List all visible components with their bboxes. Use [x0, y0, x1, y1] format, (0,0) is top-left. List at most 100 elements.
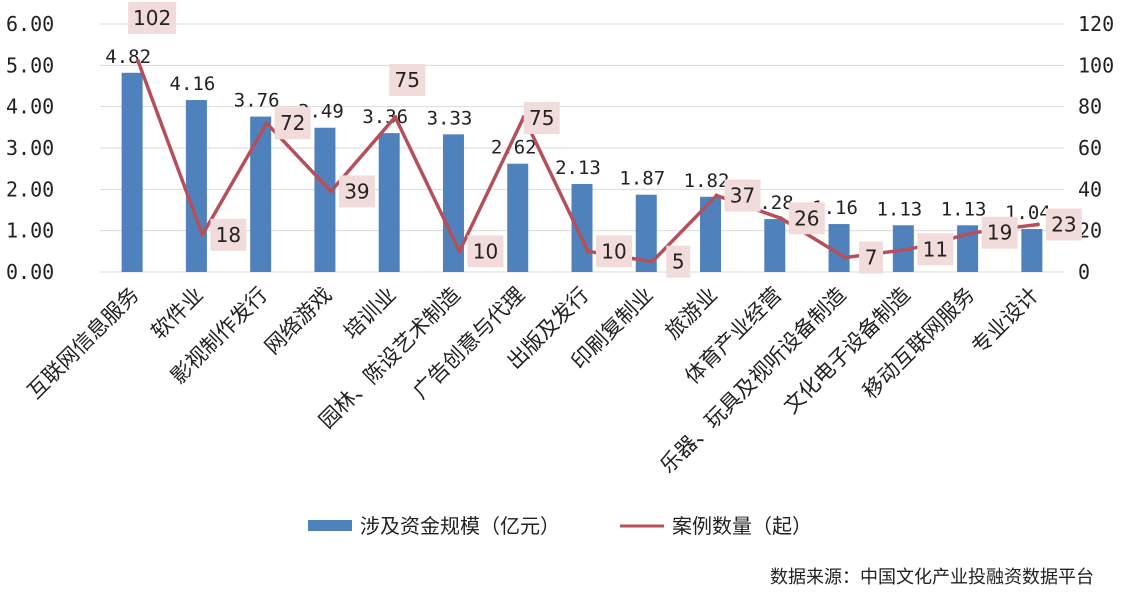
right-tick-label: 60 [1078, 136, 1102, 160]
category-label: 专业设计 [967, 283, 1043, 359]
right-tick-label: 80 [1078, 95, 1102, 119]
line-point [971, 230, 976, 235]
bar-data-label: 1.87 [619, 168, 665, 190]
left-axis-ticks: 0.00 1.00 2.00 3.00 4.00 5.00 6.00 [6, 12, 54, 284]
bar-data-label: 3.36 [362, 106, 408, 128]
left-tick-label: 4.00 [6, 95, 54, 119]
category-label: 培训业 [339, 283, 401, 345]
legend: 涉及资金规模（亿元） 案例数量（起） [308, 514, 812, 538]
bar-data-label: 1.82 [684, 170, 730, 192]
bar-data-label: 4.16 [170, 73, 216, 95]
bar [764, 219, 786, 272]
line-label-box [523, 102, 560, 134]
bar-data-label: 1.13 [876, 198, 922, 220]
category-label: 网络游戏 [260, 283, 336, 359]
bar [571, 183, 593, 272]
bar [1021, 229, 1043, 272]
bar-data-label: 4.82 [105, 46, 151, 68]
bar [185, 100, 207, 272]
line-point [714, 193, 719, 198]
line-label-box [128, 2, 177, 34]
line-label-box [338, 175, 375, 208]
category-label: 互联网信息服务 [23, 283, 144, 404]
bar [507, 163, 529, 272]
category-label: 旅游业 [661, 283, 723, 345]
left-tick-label: 6.00 [6, 12, 54, 36]
line-label-box [666, 245, 691, 278]
line-point [843, 255, 848, 260]
line-data-label: 102 [133, 6, 171, 30]
bar [250, 116, 272, 272]
line-point [907, 247, 912, 252]
bar [442, 134, 464, 272]
right-tick-label: 20 [1078, 219, 1102, 243]
right-axis-ticks: 0 20 40 60 80 100 120 [1078, 12, 1114, 284]
line-data-label: 72 [280, 111, 305, 135]
category-label: 广告创意与代理 [408, 283, 529, 404]
line-label-box [788, 202, 825, 235]
left-tick-label: 1.00 [6, 219, 54, 243]
line-series [136, 59, 1040, 264]
line-point [264, 121, 269, 126]
line-label-box [389, 64, 426, 96]
line-point [393, 115, 398, 119]
bar [314, 127, 336, 272]
line-data-label: 10 [601, 239, 626, 263]
line-data-label: 19 [987, 221, 1012, 245]
line-point [1035, 222, 1040, 227]
line-point [586, 249, 590, 254]
left-tick-label: 5.00 [6, 53, 54, 77]
line-data-label: 39 [344, 179, 369, 203]
line-data-label: 7 [865, 246, 878, 270]
line-data-label: 75 [529, 106, 554, 130]
bar-series [121, 72, 1043, 272]
line-data-label: 5 [672, 250, 685, 274]
line-label-box [981, 216, 1018, 249]
line-data-label: 23 [1051, 212, 1076, 236]
line-label-box [274, 107, 311, 140]
bar [121, 72, 143, 272]
legend-bar-swatch [308, 520, 352, 531]
line-label-box [859, 241, 884, 274]
line-point [457, 249, 462, 254]
line-label-box [210, 218, 247, 251]
bar [635, 194, 657, 272]
line-point [200, 232, 205, 237]
bar-data-label: 2.62 [491, 137, 537, 159]
line-point [778, 216, 783, 221]
line-data-label: 18 [216, 223, 241, 247]
line-label-box [724, 179, 761, 212]
line-label-box [467, 235, 504, 268]
line-data-label: 75 [394, 68, 419, 92]
right-tick-label: 100 [1078, 53, 1114, 77]
bar-data-label: 3.33 [427, 107, 473, 129]
right-tick-label: 40 [1078, 177, 1102, 201]
category-label: 软件业 [146, 283, 208, 345]
category-label: 移动互联网服务 [858, 283, 979, 404]
legend-line-label: 案例数量（起） [672, 514, 812, 538]
line-point [328, 189, 333, 194]
right-tick-label: 120 [1078, 12, 1114, 36]
line-point [650, 259, 655, 264]
data-source-note: 数据来源：中国文化产业投融资数据平台 [770, 567, 1094, 588]
line-data-label: 26 [794, 206, 819, 230]
line-data-labels: 102 18 72 39 75 10 75 10 5 37 26 7 11 19 23 [128, 2, 1082, 278]
line-point [136, 59, 141, 64]
legend-bar-label: 涉及资金规模（亿元） [360, 514, 560, 538]
line-data-label: 37 [730, 184, 755, 208]
line-label-box [596, 235, 632, 268]
line-data-label: 11 [923, 237, 948, 261]
line-data-label: 10 [473, 239, 498, 263]
left-tick-label: 2.00 [6, 177, 54, 201]
line-label-box [1045, 208, 1082, 241]
left-tick-label: 3.00 [6, 136, 54, 160]
left-tick-label: 0.00 [6, 260, 54, 284]
bar-data-label: 3.76 [234, 90, 280, 112]
right-tick-label: 0 [1078, 260, 1090, 284]
bar [700, 196, 722, 272]
bar-data-label: 2.13 [555, 157, 601, 179]
bar [828, 224, 850, 272]
line-label-box [917, 233, 954, 266]
